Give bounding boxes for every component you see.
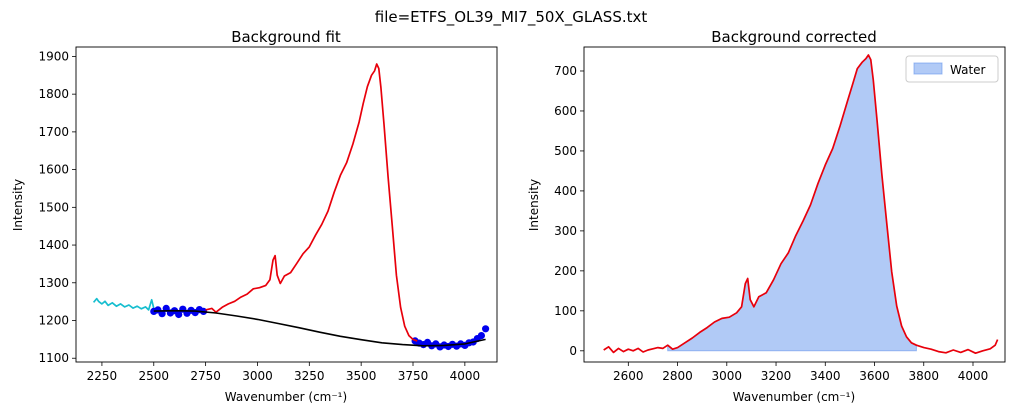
baseline-point — [482, 325, 490, 333]
baseline-point — [158, 310, 166, 318]
background-corrected-x-axis-label: Wavenumber (cm⁻¹) — [733, 390, 855, 404]
y-tick-label: 1100 — [38, 351, 69, 365]
raw-peak-spectrum-line — [205, 63, 418, 342]
background-corrected-title: Background corrected — [711, 28, 877, 46]
baseline-point — [175, 310, 183, 319]
x-tick-label: 3600 — [859, 369, 890, 383]
background-fit-x-axis-label: Wavenumber (cm⁻¹) — [225, 390, 347, 404]
y-tick-label: 500 — [554, 144, 577, 158]
x-tick-label: 2750 — [190, 369, 221, 383]
x-tick-label: 3500 — [346, 369, 377, 383]
y-tick-label: 1900 — [38, 49, 69, 63]
y-tick-label: 600 — [554, 104, 577, 118]
y-tick-label: 0 — [569, 344, 577, 358]
baseline-fit-curve — [153, 309, 486, 347]
background-fit-title: Background fit — [231, 28, 341, 46]
background-fit-y-ticks: 1100 1200 1300 1400 1500 1600 1700 1800 1900 — [38, 49, 76, 365]
background-corrected-x-ticks: 2600 2800 3000 3200 3400 3600 3800 4000 — [613, 362, 988, 383]
x-tick-label: 2500 — [138, 369, 169, 383]
x-tick-label: 4000 — [958, 369, 989, 383]
figure-title: file=ETFS_OL39_MI7_50X_GLASS.txt — [375, 8, 648, 27]
corrected-spectrum-line — [603, 54, 999, 355]
y-tick-label: 400 — [554, 184, 577, 198]
x-tick-label: 3000 — [242, 369, 273, 383]
background-fit-x-ticks: 2250 2500 2750 3000 3250 3500 3750 4000 — [87, 362, 480, 383]
background-corrected-y-axis-label: Intensity — [527, 179, 541, 231]
y-tick-label: 1200 — [38, 314, 69, 328]
water-legend: Water — [905, 55, 999, 83]
y-tick-label: 200 — [554, 264, 577, 278]
x-tick-label: 3250 — [294, 369, 325, 383]
y-tick-label: 1400 — [38, 238, 69, 252]
y-tick-label: 1500 — [38, 200, 69, 214]
water-legend-swatch — [913, 62, 943, 75]
water-legend-label: Water — [950, 63, 986, 77]
background-fit-panel: Background fit 2250 2500 2750 3000 3250 3500 3… — [11, 28, 498, 404]
background-corrected-plot-area — [603, 54, 999, 355]
x-tick-label: 3000 — [712, 369, 743, 383]
baseline-point — [477, 332, 485, 340]
x-tick-label: 2600 — [613, 369, 644, 383]
background-fit-y-axis-label: Intensity — [11, 179, 25, 231]
y-tick-label: 1800 — [38, 87, 69, 101]
y-tick-label: 700 — [554, 64, 577, 78]
x-tick-label: 2250 — [87, 369, 118, 383]
background-fit-plot-area — [92, 63, 490, 351]
y-tick-label: 1300 — [38, 276, 69, 290]
background-corrected-panel: Background corrected 2600 2800 3000 3200 340… — [527, 28, 1006, 404]
y-tick-label: 300 — [554, 224, 577, 238]
y-tick-label: 1600 — [38, 163, 69, 177]
y-tick-label: 1700 — [38, 125, 69, 139]
x-tick-label: 3750 — [398, 369, 429, 383]
raw-low-spectrum-line — [92, 297, 155, 311]
background-corrected-y-ticks: 0 100 200 300 400 500 600 700 — [554, 64, 584, 358]
x-tick-label: 3800 — [908, 369, 939, 383]
x-tick-label: 4000 — [450, 369, 481, 383]
background-fit-axes-frame — [75, 46, 498, 363]
x-tick-label: 2800 — [662, 369, 693, 383]
x-tick-label: 3200 — [761, 369, 792, 383]
background-corrected-axes-frame — [583, 46, 1006, 363]
y-tick-label: 100 — [554, 304, 577, 318]
water-fill-area — [667, 54, 917, 352]
x-tick-label: 3400 — [810, 369, 841, 383]
